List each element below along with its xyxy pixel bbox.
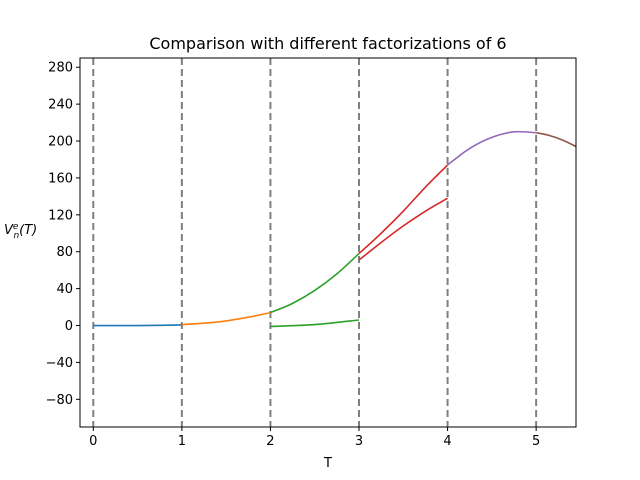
y-axis-label: Ve n(T) — [4, 222, 37, 241]
y-axis-label-sup: e — [13, 222, 19, 232]
x-tick-label: 2 — [266, 434, 274, 449]
x-tick-label: 5 — [532, 434, 540, 449]
x-tick-label: 3 — [355, 434, 363, 449]
series-line-3 — [270, 252, 360, 314]
y-tick-label: 200 — [48, 135, 73, 150]
series-line-4 — [270, 319, 360, 328]
plot-area — [92, 58, 576, 427]
y-tick-label: 240 — [48, 98, 73, 113]
y-tick-label: 160 — [48, 171, 73, 186]
x-axis-label: T — [323, 456, 332, 471]
series-line-8 — [535, 131, 576, 148]
y-tick-label: 80 — [56, 245, 73, 260]
series-line-6 — [358, 197, 448, 261]
series-line-1 — [93, 324, 182, 327]
y-axis-label-sub: n — [13, 231, 19, 241]
x-tick-label: 1 — [178, 434, 186, 449]
y-tick-label: 280 — [48, 61, 73, 76]
series-line-5 — [358, 164, 449, 255]
y-tick-label: 0 — [65, 319, 73, 334]
series-line-2 — [181, 311, 271, 326]
axes-frame — [79, 57, 577, 428]
y-axis-label-main: V — [4, 223, 14, 238]
y-tick-label: 40 — [56, 282, 73, 297]
y-tick-label: 120 — [48, 208, 73, 223]
x-tick-label: 0 — [89, 434, 97, 449]
x-tick-label: 4 — [443, 434, 451, 449]
y-axis-label-arg: (T) — [19, 223, 37, 238]
series-line-7 — [447, 130, 537, 166]
y-tick-label: −80 — [46, 393, 73, 408]
y-tick-label: −40 — [46, 356, 73, 371]
chart-title: Comparison with different factorizations… — [149, 34, 506, 53]
axis-ticks: 0 1 2 3 4 5 −80 −40 0 40 80 120 160 200 240 280 — [46, 61, 541, 449]
